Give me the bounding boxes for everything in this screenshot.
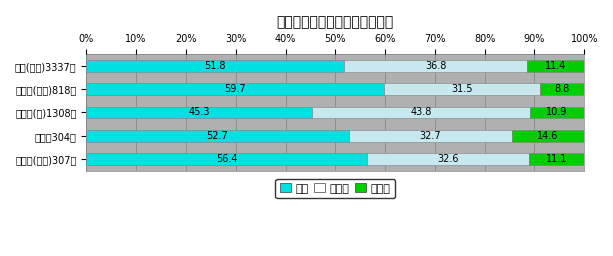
Bar [86,107,312,118]
Text: 52.7: 52.7 [207,131,229,141]
Bar [345,60,528,72]
Bar [86,83,384,95]
Title: 雇入れ時の安全衛生教育の実施: 雇入れ時の安全衛生教育の実施 [276,15,394,29]
Text: 51.8: 51.8 [205,61,226,71]
Bar [86,60,345,72]
Text: 14.6: 14.6 [537,131,558,141]
Text: 10.9: 10.9 [546,108,568,118]
Text: 31.5: 31.5 [451,84,473,94]
Bar [512,130,584,142]
Text: 32.7: 32.7 [419,131,441,141]
Bar [384,83,541,95]
Text: 32.6: 32.6 [438,154,459,164]
Bar [312,107,530,118]
Bar [86,130,349,142]
Bar [349,130,512,142]
Text: 36.8: 36.8 [425,61,446,71]
Bar [530,107,584,118]
Text: 45.3: 45.3 [188,108,210,118]
Text: 11.1: 11.1 [546,154,568,164]
Text: 8.8: 8.8 [555,84,570,94]
Bar [530,153,585,165]
Text: 11.4: 11.4 [545,61,566,71]
Legend: 実施, 未実施, 無回答: 実施, 未実施, 無回答 [275,179,395,198]
Text: 43.8: 43.8 [410,108,432,118]
Text: 59.7: 59.7 [224,84,246,94]
Bar [86,153,367,165]
Bar [367,153,530,165]
Bar [541,83,584,95]
Text: 56.4: 56.4 [216,154,237,164]
Bar [528,60,584,72]
